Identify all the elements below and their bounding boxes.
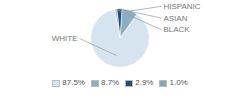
svg-text:BLACK: BLACK <box>163 25 190 34</box>
svg-text:ASIAN: ASIAN <box>163 14 187 23</box>
html-text:1.0%: 1.0% <box>169 78 188 87</box>
html-text:2.9%: 2.9% <box>135 78 154 87</box>
html-text:87.5%: 87.5% <box>62 78 85 87</box>
svg-text:WHITE: WHITE <box>52 34 78 43</box>
svg-text:HISPANIC: HISPANIC <box>163 2 200 11</box>
html-text:8.7%: 8.7% <box>101 78 120 87</box>
